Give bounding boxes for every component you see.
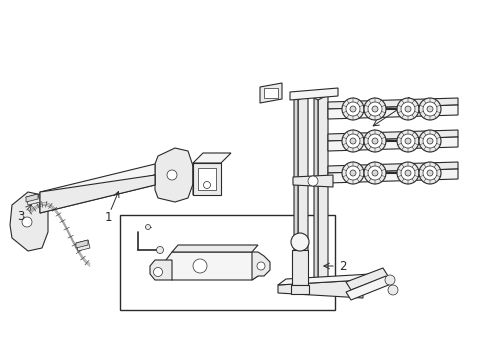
Circle shape bbox=[418, 130, 440, 152]
Circle shape bbox=[387, 285, 397, 295]
Circle shape bbox=[404, 138, 410, 144]
Circle shape bbox=[396, 162, 418, 184]
Text: 1: 1 bbox=[104, 211, 112, 224]
Circle shape bbox=[426, 138, 432, 144]
Polygon shape bbox=[292, 175, 332, 187]
Polygon shape bbox=[327, 130, 457, 141]
Circle shape bbox=[404, 106, 410, 112]
Text: 2: 2 bbox=[339, 260, 346, 273]
Polygon shape bbox=[155, 148, 193, 202]
Circle shape bbox=[371, 138, 377, 144]
Circle shape bbox=[371, 106, 377, 112]
Circle shape bbox=[341, 162, 363, 184]
Circle shape bbox=[145, 225, 150, 230]
Circle shape bbox=[341, 98, 363, 120]
Polygon shape bbox=[260, 83, 282, 103]
Polygon shape bbox=[26, 194, 38, 202]
Circle shape bbox=[426, 106, 432, 112]
Circle shape bbox=[418, 98, 440, 120]
Polygon shape bbox=[327, 162, 457, 173]
Circle shape bbox=[349, 138, 355, 144]
Circle shape bbox=[384, 275, 394, 285]
Circle shape bbox=[341, 130, 363, 152]
Circle shape bbox=[349, 170, 355, 176]
Polygon shape bbox=[198, 168, 216, 190]
Circle shape bbox=[396, 98, 418, 120]
Polygon shape bbox=[40, 175, 155, 213]
Circle shape bbox=[426, 170, 432, 176]
Circle shape bbox=[404, 170, 410, 176]
Bar bbox=[264, 88, 278, 98]
Circle shape bbox=[418, 162, 440, 184]
Circle shape bbox=[363, 130, 385, 152]
Circle shape bbox=[400, 166, 414, 180]
Circle shape bbox=[371, 170, 377, 176]
Polygon shape bbox=[40, 175, 155, 213]
Polygon shape bbox=[26, 194, 40, 205]
Polygon shape bbox=[293, 98, 297, 290]
Polygon shape bbox=[327, 169, 457, 183]
Polygon shape bbox=[317, 95, 327, 290]
Polygon shape bbox=[172, 245, 258, 252]
Polygon shape bbox=[76, 240, 90, 251]
Polygon shape bbox=[165, 252, 258, 280]
Circle shape bbox=[400, 134, 414, 148]
Polygon shape bbox=[251, 252, 269, 280]
Polygon shape bbox=[40, 164, 155, 203]
Circle shape bbox=[290, 233, 308, 251]
Circle shape bbox=[422, 102, 436, 116]
Polygon shape bbox=[291, 250, 307, 285]
Circle shape bbox=[167, 170, 177, 180]
Bar bbox=[120, 215, 334, 310]
Polygon shape bbox=[10, 192, 48, 251]
Circle shape bbox=[363, 98, 385, 120]
Polygon shape bbox=[346, 276, 390, 300]
Circle shape bbox=[257, 262, 264, 270]
Circle shape bbox=[422, 166, 436, 180]
Polygon shape bbox=[297, 95, 307, 290]
Circle shape bbox=[203, 181, 210, 189]
Circle shape bbox=[22, 217, 32, 227]
Polygon shape bbox=[193, 163, 221, 195]
Polygon shape bbox=[76, 240, 88, 248]
Polygon shape bbox=[346, 268, 387, 290]
Polygon shape bbox=[327, 98, 457, 109]
Polygon shape bbox=[193, 153, 230, 163]
Circle shape bbox=[153, 267, 162, 276]
Text: 3: 3 bbox=[17, 210, 24, 222]
Polygon shape bbox=[278, 280, 362, 298]
Circle shape bbox=[367, 166, 381, 180]
Polygon shape bbox=[327, 137, 457, 151]
Polygon shape bbox=[313, 98, 317, 290]
Polygon shape bbox=[327, 105, 457, 119]
Circle shape bbox=[363, 162, 385, 184]
Circle shape bbox=[346, 102, 359, 116]
Circle shape bbox=[367, 102, 381, 116]
Circle shape bbox=[349, 106, 355, 112]
Polygon shape bbox=[150, 260, 172, 280]
Circle shape bbox=[400, 102, 414, 116]
Circle shape bbox=[193, 259, 206, 273]
Polygon shape bbox=[278, 274, 370, 285]
Circle shape bbox=[346, 134, 359, 148]
Text: 4: 4 bbox=[403, 95, 410, 108]
Polygon shape bbox=[193, 155, 218, 195]
Circle shape bbox=[367, 134, 381, 148]
Polygon shape bbox=[290, 285, 308, 294]
Circle shape bbox=[346, 166, 359, 180]
Circle shape bbox=[422, 134, 436, 148]
Circle shape bbox=[307, 176, 317, 186]
Circle shape bbox=[156, 247, 163, 253]
Circle shape bbox=[396, 130, 418, 152]
Polygon shape bbox=[289, 88, 337, 100]
